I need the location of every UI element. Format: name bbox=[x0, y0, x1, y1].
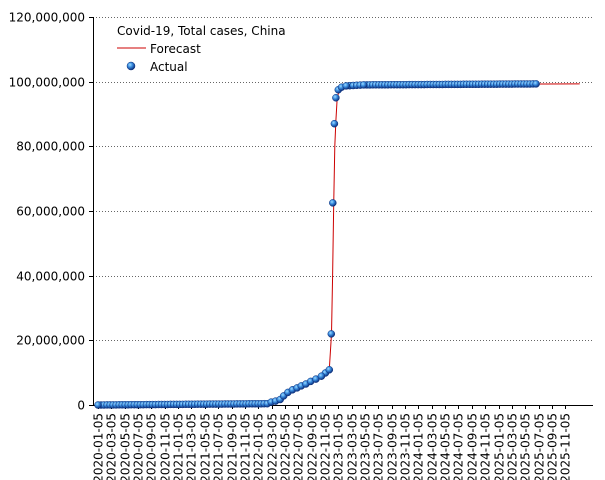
y-tick-label: 80,000,000 bbox=[16, 140, 85, 154]
legend-actual-label: Actual bbox=[150, 60, 188, 74]
y-tick-labels: 0 20,000,000 40,000,000 60,000,000 80,000,00… bbox=[9, 11, 85, 413]
x-tick-label: 2022-09-05 bbox=[306, 413, 320, 480]
grid-lines bbox=[93, 17, 593, 341]
x-tick-label: 2021-03-05 bbox=[185, 413, 199, 480]
x-tick-label: 2023-05-05 bbox=[359, 413, 373, 480]
actual-point bbox=[327, 330, 336, 338]
actual-point bbox=[532, 80, 540, 88]
actual-point bbox=[317, 372, 326, 380]
actual-point bbox=[329, 199, 337, 207]
x-tick-label: 2025-03-05 bbox=[506, 413, 520, 480]
actual-point bbox=[94, 401, 102, 409]
y-tick-label: 40,000,000 bbox=[16, 270, 85, 284]
y-tick-label: 100,000,000 bbox=[9, 76, 85, 90]
y-tick-label: 0 bbox=[77, 399, 85, 413]
x-tick-label: 2024-07-05 bbox=[452, 413, 466, 480]
x-tick-label: 2023-07-05 bbox=[372, 413, 386, 480]
x-tick-label: 2020-07-05 bbox=[132, 413, 146, 480]
x-tick-label: 2020-11-05 bbox=[159, 413, 173, 480]
actual-point bbox=[342, 82, 350, 90]
y-tick-label: 60,000,000 bbox=[16, 205, 85, 219]
actual-point bbox=[330, 119, 339, 128]
forecast-line bbox=[97, 83, 580, 406]
x-tick-label: 2025-05-05 bbox=[519, 413, 533, 480]
x-tick-label: 2020-09-05 bbox=[145, 413, 159, 480]
y-tick-label: 20,000,000 bbox=[16, 334, 85, 348]
x-tick-labels: 2020-01-05 2020-03-05 2020-05-05 2020-07-05… bbox=[92, 413, 573, 480]
x-tick-label: 2024-09-05 bbox=[466, 413, 480, 480]
data-series bbox=[94, 80, 580, 409]
x-tick-label: 2020-05-05 bbox=[119, 413, 133, 480]
x-tick-label: 2023-03-05 bbox=[346, 413, 360, 480]
y-tick-label: 120,000,000 bbox=[9, 11, 85, 25]
legend-actual-swatch bbox=[126, 61, 136, 71]
actual-point bbox=[325, 366, 334, 374]
actual-point bbox=[332, 94, 340, 102]
x-tick-label: 2024-01-05 bbox=[412, 413, 426, 480]
x-tick-label: 2023-11-05 bbox=[399, 413, 413, 480]
x-tick-label: 2021-07-05 bbox=[212, 413, 226, 480]
x-tick-label: 2021-05-05 bbox=[199, 413, 213, 480]
x-tick-label: 2022-11-05 bbox=[319, 413, 333, 480]
x-tick-label: 2020-03-05 bbox=[105, 413, 119, 480]
x-tick-label: 2021-01-05 bbox=[172, 413, 186, 480]
x-tick-label: 2024-05-05 bbox=[439, 413, 453, 480]
axes bbox=[89, 17, 593, 409]
x-tick-label: 2022-07-05 bbox=[292, 413, 306, 480]
x-tick-label: 2020-01-05 bbox=[92, 413, 106, 480]
x-tick-label: 2021-11-05 bbox=[239, 413, 253, 480]
x-tick-label: 2025-11-05 bbox=[559, 413, 573, 480]
x-tick-label: 2023-09-05 bbox=[386, 413, 400, 480]
legend-forecast-label: Forecast bbox=[150, 42, 201, 56]
x-tick-label: 2021-09-05 bbox=[226, 413, 240, 480]
legend: Covid-19, Total cases, China Forecast Ac… bbox=[117, 24, 286, 74]
x-tick-label: 2023-01-05 bbox=[332, 413, 346, 480]
x-tick-label: 2025-09-05 bbox=[546, 413, 560, 480]
x-tick-label: 2022-05-05 bbox=[279, 413, 293, 480]
x-tick-label: 2022-01-05 bbox=[252, 413, 266, 480]
x-tick-label: 2022-03-05 bbox=[266, 413, 280, 480]
x-tick-label: 2024-03-05 bbox=[426, 413, 440, 480]
x-tick-label: 2024-11-05 bbox=[479, 413, 493, 480]
x-tick-label: 2025-07-05 bbox=[533, 413, 547, 480]
chart-title: Covid-19, Total cases, China bbox=[117, 24, 286, 38]
actual-point bbox=[359, 81, 368, 89]
x-tick-label: 2025-01-05 bbox=[493, 413, 507, 480]
